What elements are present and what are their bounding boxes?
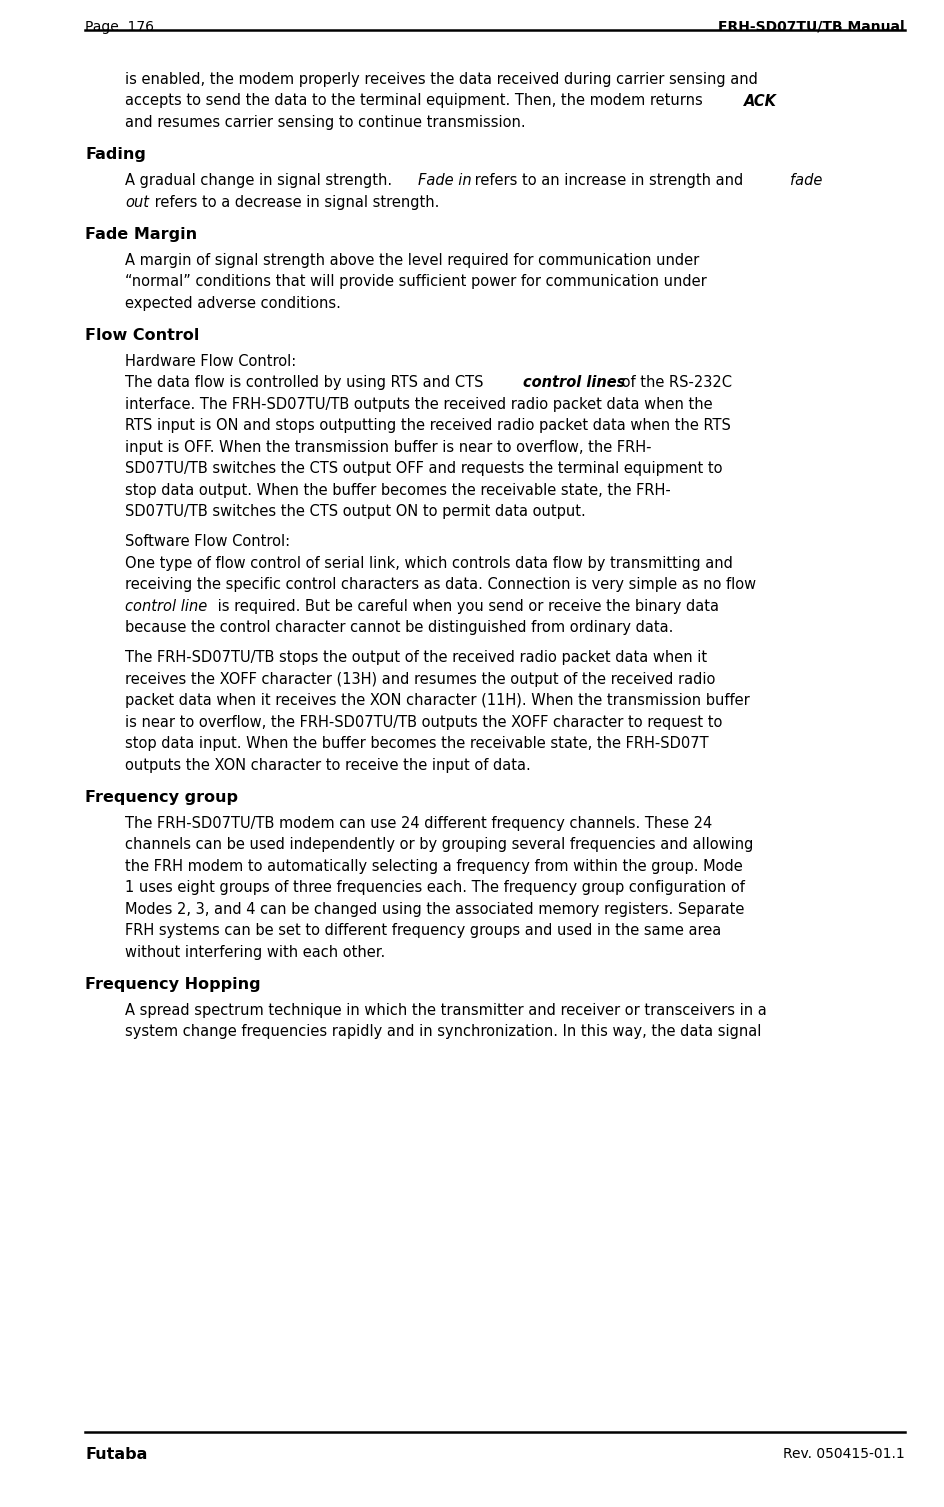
Text: Fade in: Fade in (418, 173, 472, 188)
Text: system change frequencies rapidly and in synchronization. In this way, the data : system change frequencies rapidly and in… (125, 1025, 762, 1040)
Text: refers to a decrease in signal strength.: refers to a decrease in signal strength. (149, 194, 439, 209)
Text: One type of flow control of serial link, which controls data flow by transmittin: One type of flow control of serial link,… (125, 556, 733, 571)
Text: The data flow is controlled by using RTS and CTS: The data flow is controlled by using RTS… (125, 375, 488, 390)
Text: channels can be used independently or by grouping several frequencies and allowi: channels can be used independently or by… (125, 838, 753, 853)
Text: The FRH-SD07TU/TB modem can use 24 different frequency channels. These 24: The FRH-SD07TU/TB modem can use 24 diffe… (125, 815, 713, 830)
Text: the FRH modem to automatically selecting a frequency from within the group. Mode: the FRH modem to automatically selecting… (125, 859, 743, 874)
Text: The FRH-SD07TU/TB stops the output of the received radio packet data when it: The FRH-SD07TU/TB stops the output of th… (125, 651, 707, 666)
Text: FRH-SD07TU/TB Manual: FRH-SD07TU/TB Manual (718, 20, 905, 35)
Text: stop data output. When the buffer becomes the receivable state, the FRH-: stop data output. When the buffer become… (125, 482, 671, 497)
Text: because the control character cannot be distinguished from ordinary data.: because the control character cannot be … (125, 621, 673, 636)
Text: receiving the specific control characters as data. Connection is very simple as : receiving the specific control character… (125, 577, 756, 592)
Text: Hardware Flow Control:: Hardware Flow Control: (125, 354, 296, 369)
Text: stop data input. When the buffer becomes the receivable state, the FRH-SD07T: stop data input. When the buffer becomes… (125, 737, 709, 752)
Text: ACK: ACK (744, 93, 777, 109)
Text: is required. But be careful when you send or receive the binary data: is required. But be careful when you sen… (213, 598, 719, 613)
Text: Rev. 050415-01.1: Rev. 050415-01.1 (784, 1447, 905, 1460)
Text: 1 uses eight groups of three frequencies each. The frequency group configuration: 1 uses eight groups of three frequencies… (125, 880, 745, 895)
Text: Flow Control: Flow Control (85, 329, 199, 344)
Text: control lines: control lines (523, 375, 625, 390)
Text: SD07TU/TB switches the CTS output OFF and requests the terminal equipment to: SD07TU/TB switches the CTS output OFF an… (125, 461, 722, 476)
Text: Futaba: Futaba (85, 1447, 147, 1462)
Text: A spread spectrum technique in which the transmitter and receiver or transceiver: A spread spectrum technique in which the… (125, 1004, 767, 1017)
Text: Frequency Hopping: Frequency Hopping (85, 977, 261, 992)
Text: accepts to send the data to the terminal equipment. Then, the modem returns: accepts to send the data to the terminal… (125, 93, 707, 109)
Text: refers to an increase in strength and: refers to an increase in strength and (470, 173, 748, 188)
Text: A margin of signal strength above the level required for communication under: A margin of signal strength above the le… (125, 253, 700, 268)
Text: and resumes carrier sensing to continue transmission.: and resumes carrier sensing to continue … (125, 115, 526, 130)
Text: is near to overflow, the FRH-SD07TU/TB outputs the XOFF character to request to: is near to overflow, the FRH-SD07TU/TB o… (125, 714, 722, 729)
Text: “normal” conditions that will provide sufficient power for communication under: “normal” conditions that will provide su… (125, 274, 707, 289)
Text: A gradual change in signal strength.: A gradual change in signal strength. (125, 173, 396, 188)
Text: Fade Margin: Fade Margin (85, 226, 197, 241)
Text: packet data when it receives the XON character (11H). When the transmission buff: packet data when it receives the XON cha… (125, 693, 750, 708)
Text: Frequency group: Frequency group (85, 790, 238, 805)
Text: out: out (125, 194, 149, 209)
Text: Modes 2, 3, and 4 can be changed using the associated memory registers. Separate: Modes 2, 3, and 4 can be changed using t… (125, 901, 745, 916)
Text: without interfering with each other.: without interfering with each other. (125, 945, 385, 960)
Text: expected adverse conditions.: expected adverse conditions. (125, 295, 341, 310)
Text: Fading: Fading (85, 148, 146, 163)
Text: control line: control line (125, 598, 208, 613)
Text: fade: fade (789, 173, 822, 188)
Text: SD07TU/TB switches the CTS output ON to permit data output.: SD07TU/TB switches the CTS output ON to … (125, 505, 585, 518)
Text: of the RS-232C: of the RS-232C (617, 375, 732, 390)
Text: RTS input is ON and stops outputting the received radio packet data when the RTS: RTS input is ON and stops outputting the… (125, 417, 731, 433)
Text: receives the XOFF character (13H) and resumes the output of the received radio: receives the XOFF character (13H) and re… (125, 672, 716, 687)
Text: outputs the XON character to receive the input of data.: outputs the XON character to receive the… (125, 758, 531, 773)
Text: Page  176: Page 176 (85, 20, 154, 35)
Text: input is OFF. When the transmission buffer is near to overflow, the FRH-: input is OFF. When the transmission buff… (125, 440, 651, 455)
Text: interface. The FRH-SD07TU/TB outputs the received radio packet data when the: interface. The FRH-SD07TU/TB outputs the… (125, 396, 713, 411)
Text: is enabled, the modem properly receives the data received during carrier sensing: is enabled, the modem properly receives … (125, 72, 758, 87)
Text: FRH systems can be set to different frequency groups and used in the same area: FRH systems can be set to different freq… (125, 924, 721, 939)
Text: Software Flow Control:: Software Flow Control: (125, 535, 290, 549)
